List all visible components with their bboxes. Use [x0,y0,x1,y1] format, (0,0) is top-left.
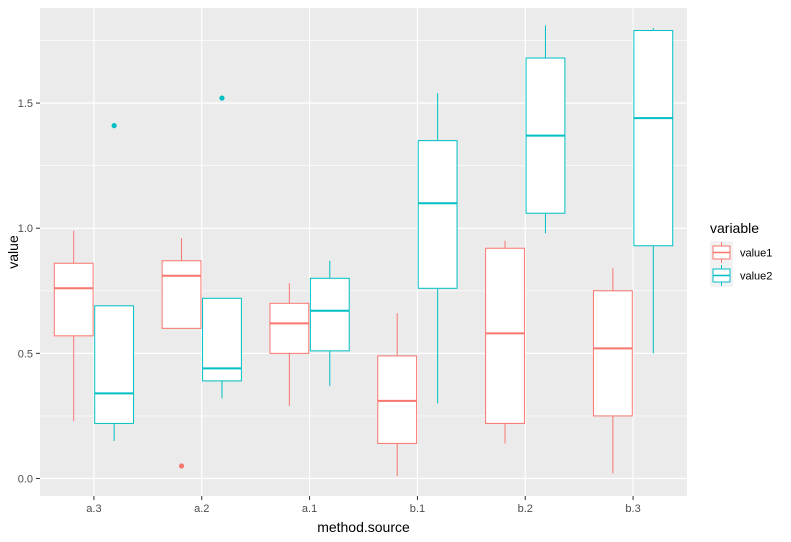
outlier-point [219,95,225,101]
y-axis: 0.0 0.5 1.0 1.5 [18,98,40,485]
legend-label: value1 [740,248,772,260]
outlier-point [111,123,117,129]
box-body [53,262,94,337]
legend-title: variable [710,220,759,236]
box-body [94,305,135,424]
box-body [592,290,633,417]
minor-gridlines [40,40,687,417]
x-tick-label: b.1 [410,503,425,515]
box-body [309,277,350,352]
major-gridlines [40,8,687,496]
x-tick-label: a.2 [194,503,209,515]
x-tick-label: b.3 [625,503,640,515]
box-body [161,260,202,329]
outlier-point [178,463,185,469]
box-body [377,355,418,444]
y-tick-label: 1.5 [18,98,33,110]
box [485,240,525,444]
box [161,238,202,469]
panel-background [40,8,687,496]
x-tick-label: a.3 [86,503,101,515]
box-layer [53,25,674,476]
box-body [269,302,310,354]
box-body [485,247,525,424]
box-body [202,297,242,382]
legend-label: value2 [740,271,772,283]
box-body [417,140,458,289]
x-axis-title: method.source [317,519,410,535]
box [94,123,135,441]
x-tick-label: a.1 [302,503,317,515]
x-tick-label: b.2 [518,503,533,515]
x-axis: a.3 a.2 a.1 b.1 b.2 b.3 [86,496,641,515]
y-tick-label: 0.5 [18,348,33,360]
box [202,95,242,399]
box [417,93,458,404]
box [53,230,94,421]
box [633,28,674,354]
box [525,25,566,234]
box [309,260,350,386]
box [269,283,310,406]
box [377,313,418,476]
legend: variable value1 value2 [710,220,772,287]
y-tick-label: 0.0 [18,473,33,485]
box-body [633,30,674,247]
y-axis-title: value [5,235,21,269]
box [592,268,633,474]
y-tick-label: 1.0 [18,223,33,235]
